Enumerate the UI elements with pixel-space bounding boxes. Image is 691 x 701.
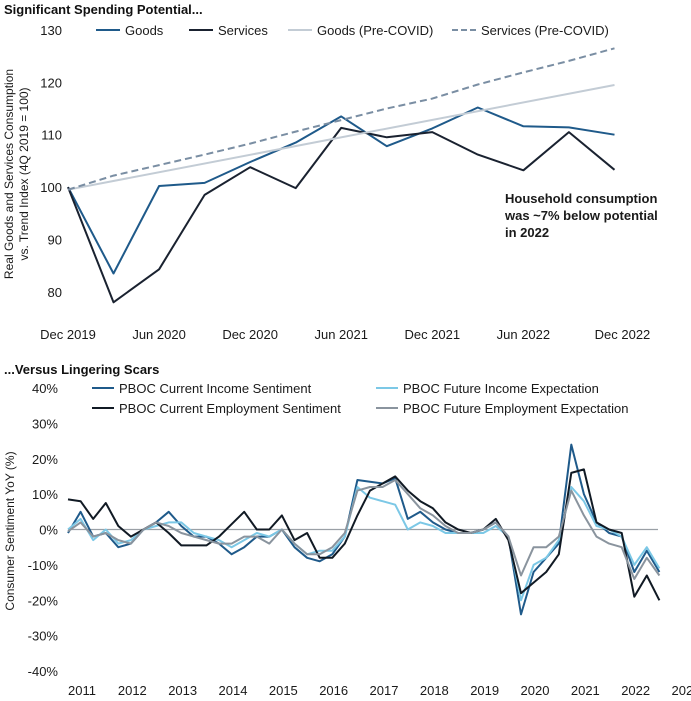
- chart1-title: Significant Spending Potential...: [4, 2, 203, 17]
- y-tick-label: 30%: [32, 416, 58, 431]
- y-tick-label: 130: [40, 23, 62, 38]
- y-axis-title: Real Goods and Services Consumption: [2, 69, 16, 279]
- x-tick-label: 2011: [68, 683, 96, 698]
- x-tick-label: Dec 2021: [404, 327, 460, 342]
- y-tick-label: 120: [40, 75, 62, 90]
- series-line: [67, 84, 615, 191]
- y-tick-label: -40%: [28, 664, 59, 679]
- legend-label: PBOC Future Employment Expectation: [403, 401, 628, 416]
- legend-label: Goods (Pre-COVID): [317, 23, 433, 38]
- x-tick-label: 2021: [571, 683, 600, 698]
- y-tick-label: -30%: [28, 629, 59, 644]
- legend-label: Goods: [125, 23, 164, 38]
- legend-label: Services: [218, 23, 268, 38]
- x-tick-label: 2022: [621, 683, 650, 698]
- annotation-text: in 2022: [505, 225, 549, 240]
- series-line: [67, 106, 615, 275]
- series-line: [67, 479, 661, 580]
- x-tick-label: 2018: [420, 683, 449, 698]
- y-axis-title: vs. Trend Index (4Q 2019 = 100): [17, 87, 31, 260]
- x-tick-label: Dec 2019: [40, 327, 96, 342]
- annotation-text: Household consumption: [505, 191, 657, 206]
- x-tick-label: 2020: [521, 683, 550, 698]
- y-tick-label: 90: [48, 232, 62, 247]
- y-tick-label: 10%: [32, 487, 58, 502]
- annotation-text: was ~7% below potential: [504, 208, 658, 223]
- series-line: [67, 468, 661, 601]
- x-tick-label: Dec 2020: [222, 327, 278, 342]
- legend-label: PBOC Current Employment Sentiment: [119, 401, 341, 416]
- y-tick-label: 100: [40, 180, 62, 195]
- y-tick-label: -20%: [28, 593, 59, 608]
- legend-label: PBOC Current Income Sentiment: [119, 381, 312, 396]
- x-tick-label: 2019: [470, 683, 499, 698]
- x-tick-label: Jun 2021: [314, 327, 368, 342]
- y-tick-label: 0%: [39, 523, 58, 538]
- x-tick-label: 2013: [168, 683, 197, 698]
- x-tick-label: 2015: [269, 683, 298, 698]
- series-line: [67, 126, 616, 304]
- x-tick-label: 2017: [370, 683, 399, 698]
- y-axis-title: Consumer Sentiment YoY (%): [3, 451, 17, 610]
- y-tick-label: 40%: [32, 381, 58, 396]
- y-tick-label: 110: [41, 128, 62, 143]
- y-tick-label: 80: [48, 285, 62, 300]
- chart1-plot: 80 90 100 110 120 130 Dec 2019 Jun 2020 Dec 2020…: [2, 23, 658, 342]
- legend-label: PBOC Future Income Expectation: [403, 381, 599, 396]
- y-tick-label: -10%: [28, 558, 59, 573]
- x-tick-label: 2012: [118, 683, 147, 698]
- legend-label: Services (Pre-COVID): [481, 23, 609, 38]
- x-tick-label: Dec 2022: [595, 327, 651, 342]
- series-line: [67, 47, 615, 191]
- x-tick-label: 2016: [319, 683, 348, 698]
- chart2-title: ...Versus Lingering Scars: [4, 362, 160, 377]
- x-tick-label: Jun 2020: [132, 327, 186, 342]
- x-tick-label: Jun 2022: [497, 327, 551, 342]
- x-tick-label: 2014: [219, 683, 248, 698]
- y-tick-label: 20%: [32, 452, 58, 467]
- x-tick-label: 2023: [672, 683, 691, 698]
